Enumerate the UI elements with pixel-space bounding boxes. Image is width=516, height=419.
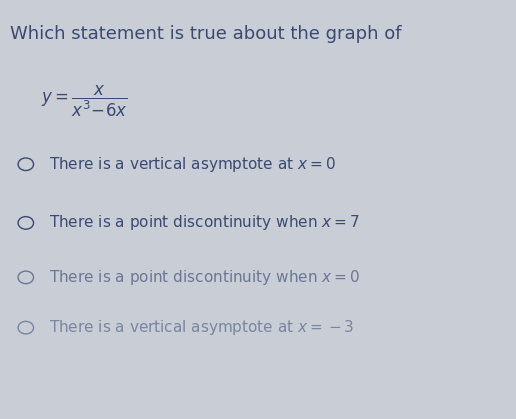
Text: $y = \dfrac{x}{x^3\!-\!6x}$: $y = \dfrac{x}{x^3\!-\!6x}$ — [41, 84, 128, 119]
Text: There is a point discontinuity when $x = 7$: There is a point discontinuity when $x =… — [49, 213, 360, 233]
Text: There is a vertical asymptote at $x = -3$: There is a vertical asymptote at $x = -3… — [49, 318, 354, 337]
Text: Which statement is true about the graph of: Which statement is true about the graph … — [10, 25, 402, 43]
Text: There is a point discontinuity when $x = 0$: There is a point discontinuity when $x =… — [49, 268, 360, 287]
Text: There is a vertical asymptote at $x = 0$: There is a vertical asymptote at $x = 0$ — [49, 155, 336, 174]
